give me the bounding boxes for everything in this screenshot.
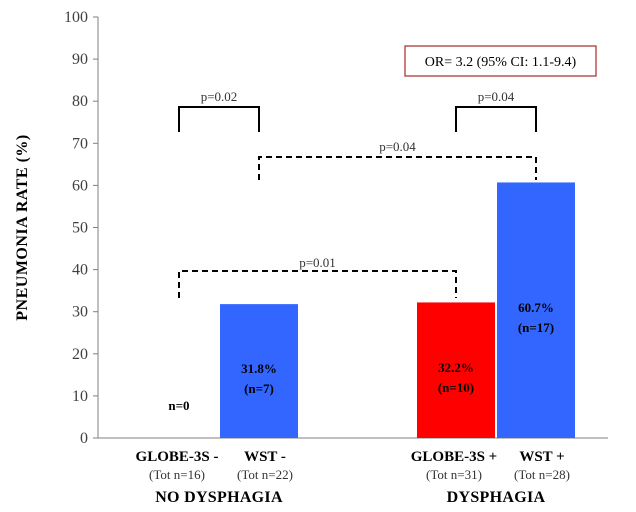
y-tick-label: 60 bbox=[72, 177, 88, 194]
bars bbox=[220, 182, 575, 438]
x-category-total: (Tot n=31) bbox=[426, 467, 482, 482]
y-axis-title: PNEUMONIA RATE (%) bbox=[14, 134, 31, 320]
y-tick-label: 30 bbox=[72, 304, 88, 321]
group-label: NO DYSPHAGIA bbox=[155, 489, 283, 506]
y-tick-label: 10 bbox=[72, 388, 88, 405]
y-tick-label: 80 bbox=[72, 93, 88, 110]
comparison-bracket bbox=[178, 106, 260, 132]
y-tick-label: 50 bbox=[72, 220, 88, 237]
comparison-bracket bbox=[178, 270, 457, 298]
x-category-total: (Tot n=22) bbox=[237, 467, 293, 482]
odds-ratio-text: OR= 3.2 (95% CI: 1.1-9.4) bbox=[425, 55, 577, 70]
x-category-label: GLOBE-3S + bbox=[411, 449, 497, 465]
bar-data-label: (n=17) bbox=[518, 320, 554, 335]
bar-data-label: 32.2% bbox=[438, 360, 474, 375]
y-tick-label: 0 bbox=[80, 430, 88, 447]
significance-brackets: p=0.02 p=0.04 p=0.04 p=0.01 bbox=[178, 89, 537, 298]
bar bbox=[497, 182, 575, 438]
x-category-label: WST + bbox=[519, 449, 564, 465]
y-tick-label: 20 bbox=[72, 346, 88, 363]
p-value-label: p=0.04 bbox=[379, 139, 416, 154]
odds-ratio-box: OR= 3.2 (95% CI: 1.1-9.4) bbox=[404, 45, 597, 77]
comparison-bracket bbox=[258, 156, 537, 180]
bar-data-label: n=0 bbox=[168, 398, 189, 413]
bar-data-label: 31.8% bbox=[241, 361, 277, 376]
x-category-total: (Tot n=28) bbox=[514, 467, 570, 482]
y-tick-label: 100 bbox=[64, 9, 88, 26]
p-value-label: p=0.02 bbox=[201, 89, 238, 104]
bar-data-label: (n=10) bbox=[438, 380, 474, 395]
bar-data-label: 60.7% bbox=[518, 300, 554, 315]
p-value-label: p=0.01 bbox=[299, 255, 336, 270]
x-category-label: WST - bbox=[244, 449, 286, 465]
bar-data-label: (n=7) bbox=[244, 381, 274, 396]
odds-ratio-frame bbox=[404, 45, 597, 77]
bar bbox=[417, 302, 495, 438]
x-category-total: (Tot n=16) bbox=[149, 467, 205, 482]
group-label: DYSPHAGIA bbox=[447, 489, 546, 506]
labels: n=0 GLOBE-3S - (Tot n=16) 31.8% (n=7) WST - (T… bbox=[136, 300, 570, 506]
y-tick-label: 70 bbox=[72, 135, 88, 152]
y-tick-label: 90 bbox=[72, 51, 88, 68]
y-tick-label: 40 bbox=[72, 262, 88, 279]
p-value-label: p=0.04 bbox=[478, 89, 515, 104]
x-category-label: GLOBE-3S - bbox=[136, 449, 219, 465]
axes: 0 10 20 30 40 50 60 70 80 90 100 PNEUMONIA RATE (%) bbox=[14, 9, 608, 447]
comparison-bracket bbox=[455, 106, 537, 132]
bar bbox=[220, 304, 298, 438]
